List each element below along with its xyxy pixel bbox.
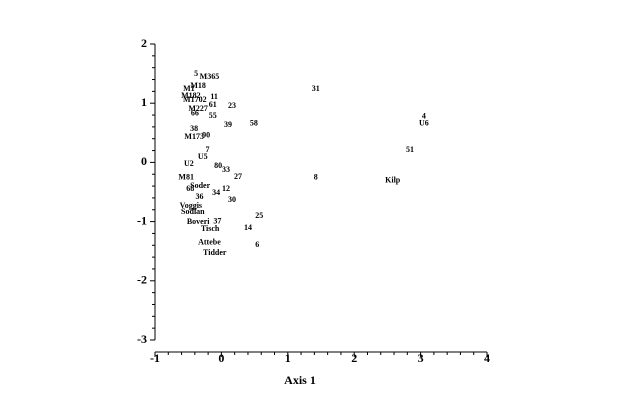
point-label: 30 [228,195,236,204]
y-tick-label: 1 [141,95,147,109]
point-label: 66 [191,109,199,118]
point-label: U5 [198,152,208,161]
y-tick-label: 2 [141,36,147,50]
point-label: 27 [234,172,242,181]
point-label: Boveri [187,217,210,226]
point-label: 12 [222,184,230,193]
point-label: 55 [209,111,217,120]
x-tick-label: 2 [351,351,357,365]
x-axis-title: Axis 1 [284,373,316,387]
point-label: 25 [255,211,263,220]
y-tick-label: 0 [141,154,147,168]
point-label: 4 [422,112,426,121]
point-label: 34 [212,188,220,197]
point-label: M1702 [183,95,207,104]
x-tick-label: 3 [418,351,424,365]
point-label: 68 [186,184,194,193]
point-label: M227 [188,104,208,113]
point-label: 14 [244,223,252,232]
point-label: 33 [222,165,230,174]
point-label: Soder [190,181,210,190]
y-tick-label: -3 [137,332,147,346]
point-label: 51 [406,145,414,154]
point-label: 61 [209,100,217,109]
point-label: Tisch [201,224,220,233]
point-label: M365 [200,72,220,81]
point-label: M182 [181,91,201,100]
x-tick-label: 1 [285,351,291,365]
point-label: 6 [255,240,259,249]
point-label: 36 [195,192,203,201]
point-label: 90 [202,131,210,140]
point-label: Tidder [203,248,227,257]
point-label: 58 [250,119,258,128]
point-label: 8 [314,173,318,182]
point-label: 37 [213,216,221,225]
point-label: U6 [419,119,429,128]
point-label: M81 [178,173,194,182]
point-label: M1 [183,84,195,93]
point-label: 31 [312,84,320,93]
point-label: 39 [224,120,232,129]
x-tick-label: -1 [150,351,160,365]
point-label: Attebe [198,238,221,247]
point-label: M173 [184,132,204,141]
point-label: 11 [210,92,218,101]
point-label: 80 [214,161,222,170]
point-label: Kilp [385,176,401,185]
y-tick-label: -2 [137,273,147,287]
point-label: Voggis [180,201,202,210]
point-label: Sodlan [181,207,205,216]
point-label: 7 [205,145,209,154]
point-label: M18 [190,81,206,90]
x-tick-label: 0 [218,351,224,365]
point-label: 23 [228,101,236,110]
point-label: U2 [184,159,194,168]
x-tick-label: 4 [484,351,490,365]
y-tick-label: -1 [137,213,147,227]
point-label: 5 [194,69,198,78]
point-label: 38 [190,124,198,133]
